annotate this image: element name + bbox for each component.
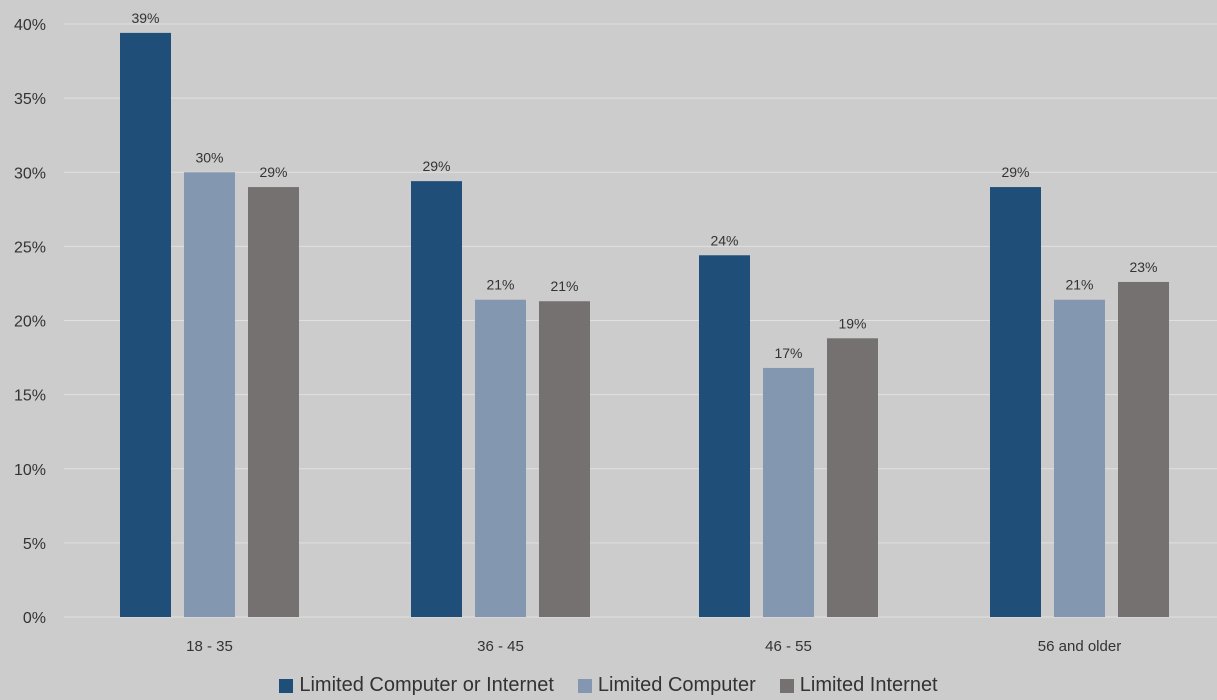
legend-swatch [279, 678, 294, 693]
legend: Limited Computer or Internet Limited Comp… [0, 674, 1217, 697]
bar [184, 172, 235, 617]
bar [1118, 281, 1169, 617]
x-tick-label: 46 - 55 [765, 638, 812, 655]
x-tick-label: 36 - 45 [477, 638, 524, 655]
y-tick-label: 15% [14, 388, 46, 405]
x-tick-label: 56 and older [1038, 638, 1121, 655]
legend-item: Limited Computer or Internet [279, 674, 554, 697]
bar [120, 32, 171, 617]
bar-chart-svg: 0% 5% 10% 15% 20% 25% 30% 35% 40% 39% 29% 24% 29% 30%… [14, 10, 1217, 655]
data-label: 23% [1129, 259, 1157, 275]
legend-label: Limited Computer or Internet [299, 674, 554, 696]
y-tick-label: 20% [14, 314, 46, 331]
legend-item: Limited Computer [577, 674, 756, 697]
y-tick-label: 5% [23, 536, 46, 553]
data-label: 30% [195, 149, 223, 165]
y-tick-label: 35% [14, 91, 46, 108]
y-tick-label: 25% [14, 239, 46, 256]
bar [475, 299, 526, 617]
bar [248, 187, 299, 617]
data-label: 21% [550, 278, 578, 294]
data-label: 21% [1065, 277, 1093, 293]
bar [699, 255, 750, 617]
y-tick-label: 30% [14, 165, 46, 182]
data-label: 29% [259, 164, 287, 180]
legend-swatch [577, 678, 592, 693]
bar [411, 181, 462, 617]
data-label: 29% [1001, 164, 1029, 180]
y-tick-label: 10% [14, 462, 46, 479]
legend-label: Limited Internet [799, 674, 938, 696]
bar [1054, 299, 1105, 617]
data-label: 39% [131, 10, 159, 26]
data-label: 21% [486, 277, 514, 293]
bar [539, 301, 590, 617]
x-tick-label: 18 - 35 [186, 638, 233, 655]
y-tick-label: 40% [14, 17, 46, 34]
bar [827, 338, 878, 617]
legend-label: Limited Computer [597, 674, 756, 696]
y-tick-label: 0% [23, 610, 46, 627]
data-label: 17% [774, 345, 802, 361]
bar [990, 187, 1041, 617]
data-label: 24% [710, 232, 738, 248]
legend-swatch [779, 678, 794, 693]
data-label: 29% [422, 158, 450, 174]
legend-item: Limited Internet [779, 674, 938, 697]
data-label: 19% [838, 315, 866, 331]
bar [763, 367, 814, 617]
